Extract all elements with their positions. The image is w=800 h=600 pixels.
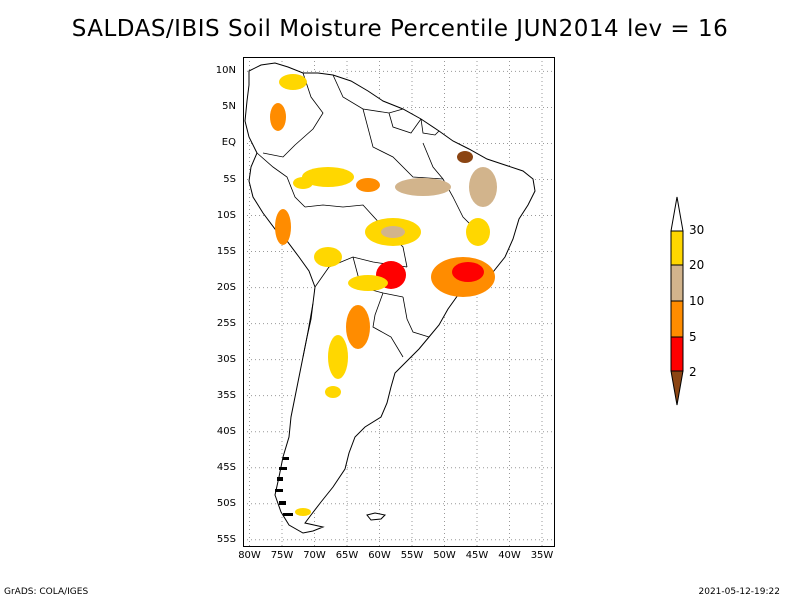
lat-tick-label: 20S	[216, 281, 236, 293]
patch-northeast	[469, 167, 497, 207]
footer-credit: GrADS: COLA/IGES	[4, 587, 89, 597]
patch-peru-coast	[275, 209, 291, 245]
colorbar-label-30: 30	[689, 223, 705, 237]
lat-tick-label: 5N	[222, 101, 236, 113]
lat-tick-label: 40S	[216, 425, 236, 437]
lon-tick-label: 80W	[238, 550, 261, 561]
lat-tick-label: 10N	[215, 65, 236, 77]
lat-tick-label: 25S	[216, 317, 236, 329]
lat-tick-label: 5S	[223, 173, 236, 185]
colorbar-10-20	[670, 264, 684, 302]
lon-tick-label: 75W	[270, 550, 294, 561]
colorbar-5-10	[670, 300, 684, 338]
falkland-islands	[366, 512, 387, 521]
patch-bahia	[466, 218, 490, 246]
patch-amazon-west	[293, 177, 313, 189]
lat-tick-label: 30S	[216, 353, 236, 365]
soil-moisture-patches	[270, 74, 497, 516]
patch-amazon-central	[395, 178, 451, 196]
patch-venezuela	[279, 74, 307, 90]
patch-argentina	[328, 335, 348, 379]
chile-fjords	[275, 457, 293, 516]
patch-patagonia	[295, 508, 311, 516]
colorbar-label-5: 5	[689, 330, 697, 344]
lon-tick-label: 55W	[400, 550, 424, 561]
colorbar	[670, 196, 684, 406]
footer-timestamp: 2021-05-12-19:22	[698, 587, 781, 597]
patch-amazon-north	[302, 167, 354, 187]
lat-tick-label: 15S	[216, 245, 236, 257]
lat-tick-label: EQ	[221, 137, 236, 149]
lat-tick-label: 55S	[216, 533, 236, 545]
lon-tick-label: 50W	[433, 550, 456, 561]
colorbar-label-20: 20	[689, 258, 705, 272]
lat-tick-label: 10S	[216, 209, 236, 221]
continent-outline	[244, 62, 536, 534]
map-title: SALDAS/IBIS Soil Moisture Percentile JUN…	[71, 16, 729, 42]
map-border	[243, 57, 555, 547]
colorbar-below-2	[670, 370, 684, 406]
lon-tick-label: 60W	[368, 550, 391, 561]
colorbar-label-2: 2	[689, 365, 697, 379]
patch-mato-grosso-core	[381, 226, 405, 238]
map-panel	[243, 57, 555, 547]
lon-tick-label: 45W	[465, 550, 489, 561]
colorbar-2-5	[670, 336, 684, 372]
patch-chaco	[346, 305, 370, 349]
colorbar-20-30	[670, 230, 684, 266]
patch-rondonia	[356, 178, 380, 192]
lon-tick-label: 65W	[335, 550, 359, 561]
lat-tick-label: 50S	[216, 497, 236, 509]
patch-northeast-dry	[457, 151, 473, 163]
patch-southeast-core	[452, 262, 484, 282]
patch-pantanal-edge	[348, 275, 388, 291]
colorbar-above-30	[670, 196, 684, 232]
colorbar-label-10: 10	[689, 294, 705, 308]
patch-argentina-south	[325, 386, 341, 398]
patch-bolivia	[314, 247, 342, 267]
lon-tick-label: 40W	[498, 550, 521, 561]
lon-tick-label: 70W	[303, 550, 326, 561]
lon-tick-label: 35W	[530, 550, 554, 561]
lat-tick-label: 45S	[216, 461, 236, 473]
patch-colombia	[270, 103, 286, 131]
lat-tick-label: 35S	[216, 389, 236, 401]
